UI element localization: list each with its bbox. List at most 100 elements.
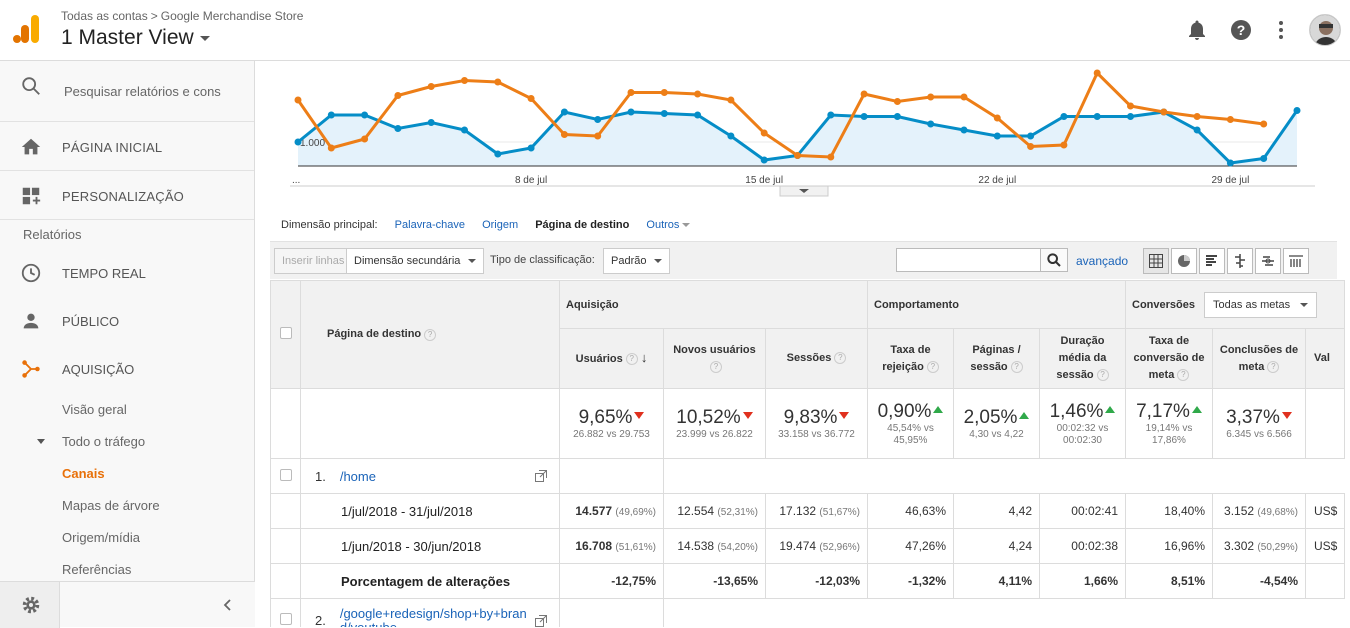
sidebar-search[interactable]: Pesquisar relatórios e cons bbox=[0, 61, 254, 122]
admin-button[interactable] bbox=[0, 582, 60, 628]
cell-goal-conversion: 18,40% bbox=[1125, 493, 1213, 529]
grid-icon bbox=[1149, 254, 1163, 268]
total-pct: 9,83% bbox=[783, 406, 838, 428]
column-header-goal-value[interactable]: Val bbox=[1304, 328, 1346, 389]
column-header-bounce-rate[interactable]: Taxa de rejeição? bbox=[867, 328, 954, 389]
column-header-pages-session[interactable]: Páginas / sessão? bbox=[953, 328, 1040, 389]
triangle-down-icon bbox=[1300, 302, 1309, 307]
y-tick-label: 1.000 bbox=[300, 138, 325, 149]
sidebar-sub-all-traffic[interactable]: Todo o tráfego bbox=[0, 426, 254, 458]
bell-icon[interactable] bbox=[1185, 18, 1209, 42]
sidebar-sub-label: Visão geral bbox=[62, 402, 127, 417]
dimension-others-link[interactable]: Outros bbox=[646, 219, 691, 231]
open-external-icon[interactable] bbox=[535, 615, 547, 627]
landing-page-link[interactable]: /home bbox=[339, 468, 376, 484]
insert-rows-button[interactable]: Inserir linhas bbox=[274, 248, 353, 274]
series-line-orange-point bbox=[1127, 102, 1134, 110]
sidebar-sub-label: Todo o tráfego bbox=[62, 434, 146, 449]
table-row: 1/jun/2018 - 30/jun/2018 16.708 (51,61%)… bbox=[270, 528, 1346, 564]
sidebar-item-home[interactable]: PÁGINA INICIAL bbox=[0, 122, 254, 171]
landing-page-header[interactable]: Página de destino? bbox=[300, 280, 560, 389]
series-line-orange-point bbox=[494, 78, 502, 86]
breadcrumb-accounts[interactable]: Todas as contas bbox=[61, 9, 148, 23]
column-header-goal-completions[interactable]: Conclusões de meta? bbox=[1212, 328, 1306, 389]
sidebar-sub-referrals[interactable]: Referências bbox=[0, 554, 254, 586]
column-header-sessions[interactable]: Sessões? bbox=[765, 328, 868, 389]
goal-selector-dropdown[interactable]: Todas as metas bbox=[1204, 291, 1318, 318]
arrow-up-icon bbox=[1019, 411, 1030, 419]
help-icon[interactable]: ? bbox=[1229, 18, 1253, 42]
sidebar-item-audience[interactable]: PÚBLICO bbox=[0, 298, 254, 346]
landing-page-link[interactable]: /google+redesign/shop+by+brand/youtube bbox=[339, 606, 527, 628]
arrow-up-icon bbox=[933, 405, 944, 413]
secondary-dimension-dropdown[interactable]: Dimensão secundária bbox=[346, 248, 485, 274]
table-row[interactable]: 1. /home bbox=[270, 458, 1345, 494]
series-line-orange-point bbox=[1160, 108, 1168, 116]
pie-view-button[interactable] bbox=[1171, 248, 1197, 274]
breadcrumb[interactable]: Todas as contas > Google Merchandise Store bbox=[61, 9, 303, 23]
dimension-source-link[interactable]: Origem bbox=[482, 219, 519, 231]
help-icon[interactable]: ? bbox=[625, 353, 638, 366]
sort-type-dropdown[interactable]: Padrão bbox=[603, 248, 671, 274]
collapse-chevron-icon[interactable] bbox=[221, 598, 235, 612]
sidebar-sub-channels[interactable]: Canais bbox=[0, 458, 254, 490]
performance-view-button[interactable] bbox=[1199, 248, 1225, 274]
advanced-link[interactable]: avançado bbox=[1076, 254, 1129, 268]
table-view-button[interactable] bbox=[1143, 248, 1169, 274]
column-label: Taxa de conversão de meta bbox=[1133, 335, 1205, 381]
sidebar-sub-source-medium[interactable]: Origem/mídia bbox=[0, 522, 254, 554]
help-icon[interactable]: ? bbox=[1177, 369, 1190, 382]
x-tick-label: 15 de jul bbox=[745, 175, 783, 186]
series-line-orange-point bbox=[327, 144, 335, 152]
help-icon[interactable]: ? bbox=[1267, 360, 1280, 373]
empty-cell bbox=[559, 458, 664, 494]
column-header-goal-conversion[interactable]: Taxa de conversão de meta? bbox=[1125, 328, 1213, 389]
help-icon[interactable]: ? bbox=[1010, 360, 1023, 373]
series-line-blue-point bbox=[760, 156, 768, 164]
series-line-blue-point bbox=[1260, 155, 1268, 162]
dimension-keyword-link[interactable]: Palavra-chave bbox=[394, 219, 465, 231]
series-line-orange-point bbox=[560, 131, 568, 138]
more-vert-icon[interactable] bbox=[1269, 18, 1293, 42]
search-input[interactable]: Pesquisar relatórios e cons bbox=[64, 84, 221, 99]
triangle-down-icon bbox=[468, 259, 477, 264]
total-pages-session: 2,05% 4,30 vs 4,22 bbox=[953, 388, 1040, 459]
column-header-users[interactable]: Usuários? ↓ bbox=[559, 328, 664, 389]
user-avatar-icon bbox=[1310, 15, 1340, 45]
help-icon[interactable]: ? bbox=[926, 360, 939, 373]
sidebar-sub-overview[interactable]: Visão geral bbox=[0, 394, 254, 426]
table-search-button[interactable] bbox=[1040, 248, 1068, 272]
column-header-new-users[interactable]: Novos usuários? bbox=[663, 328, 766, 389]
cell-value: 3.302 bbox=[1224, 539, 1255, 553]
row-checkbox[interactable] bbox=[279, 613, 292, 625]
triangle-down-icon bbox=[799, 189, 809, 193]
sidebar-item-realtime[interactable]: TEMPO REAL bbox=[0, 250, 254, 298]
term-cloud-view-button[interactable] bbox=[1255, 248, 1281, 274]
open-external-icon[interactable] bbox=[535, 470, 547, 482]
column-header-avg-duration[interactable]: Duração média da sessão? bbox=[1039, 328, 1126, 389]
total-users: 9,65% 26.882 vs 29.753 bbox=[559, 388, 664, 459]
analytics-logo-icon[interactable] bbox=[12, 14, 42, 44]
column-label: Páginas / sessão bbox=[970, 343, 1021, 373]
sidebar-item-customization[interactable]: PERSONALIZAÇÃO bbox=[0, 171, 254, 220]
help-icon[interactable]: ? bbox=[1096, 369, 1109, 382]
select-all-checkbox[interactable] bbox=[279, 327, 292, 339]
row-checkbox[interactable] bbox=[279, 468, 292, 481]
table-search-input[interactable] bbox=[896, 248, 1041, 272]
total-avg-duration: 1,46% 00:02:32 vs 00:02:30 bbox=[1039, 388, 1126, 459]
avatar[interactable] bbox=[1309, 14, 1341, 46]
view-selector[interactable]: 1 Master View bbox=[61, 26, 210, 50]
help-icon[interactable]: ? bbox=[834, 352, 847, 365]
help-icon[interactable]: ? bbox=[710, 360, 722, 373]
comparison-view-button[interactable] bbox=[1227, 248, 1253, 274]
table-row[interactable]: 2. /google+redesign/shop+by+brand/youtube bbox=[270, 598, 1345, 628]
column-label: Val bbox=[1314, 352, 1330, 364]
breadcrumb-property[interactable]: Google Merchandise Store bbox=[160, 9, 304, 23]
empty-cell bbox=[662, 598, 1345, 627]
clock-icon bbox=[21, 263, 41, 283]
sidebar-sub-treemaps[interactable]: Mapas de árvore bbox=[0, 490, 254, 522]
help-icon[interactable]: ? bbox=[424, 328, 437, 341]
sidebar-item-acquisition[interactable]: AQUISIÇÃO bbox=[0, 346, 254, 394]
pivot-view-button[interactable] bbox=[1283, 248, 1309, 274]
series-line-blue-point bbox=[1226, 159, 1234, 167]
